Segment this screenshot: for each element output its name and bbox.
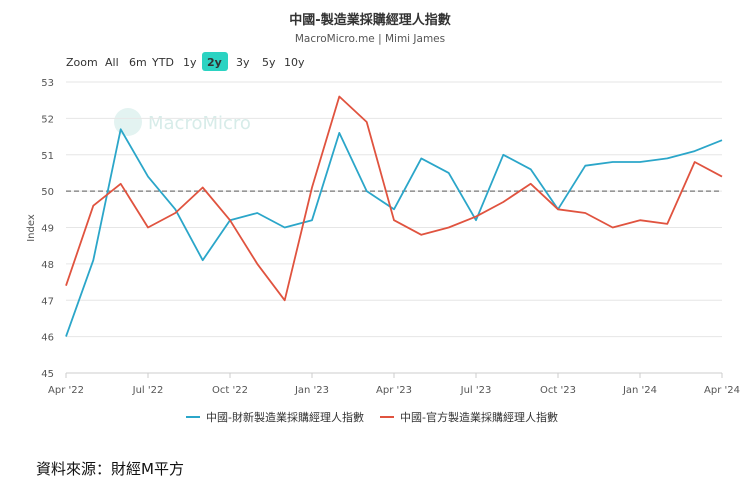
zoom-button-ytd[interactable]: YTD [151,56,174,69]
series-line-2 [65,95,723,302]
legend: 中國-財新製造業採購經理人指數 中國-官方製造業採購經理人指數 [186,410,558,424]
source-note: 資料來源：財經M平方 [36,460,184,478]
y-tick-label: 45 [41,369,54,380]
y-tick-label: 50 [41,187,54,198]
chart-title: 中國-製造業採購經理人指數 [289,12,450,28]
legend-item-1[interactable]: 中國-財新製造業採購經理人指數 [206,410,364,424]
zoom-button-5y[interactable]: 5y [262,56,276,69]
series-lines [65,95,723,337]
y-tick-label: 49 [41,224,54,235]
zoom-label: Zoom [66,56,98,69]
zoom-button-3y[interactable]: 3y [236,56,250,69]
y-tick-label: 48 [41,260,54,271]
y-tick-label: 51 [41,151,54,162]
legend-item-2[interactable]: 中國-官方製造業採購經理人指數 [400,410,558,424]
x-tick-label: Jan '24 [622,385,657,396]
chart-subtitle: MacroMicro.me | Mimi James [295,33,445,45]
watermark-logo-icon [114,108,142,136]
x-tick-label: Jul '22 [132,385,164,396]
y-tick-label: 53 [41,78,54,89]
zoom-button-all[interactable]: All [105,56,119,69]
y-tick-label: 52 [41,114,54,125]
zoom-button-6m[interactable]: 6m [129,56,147,69]
watermark-text: MacroMicro [148,113,251,134]
zoom-selected-bg [202,52,228,71]
x-tick-label: Jul '23 [460,385,492,396]
series-line-1 [65,128,723,337]
x-tick-label: Oct '23 [540,385,576,396]
x-tick-label: Jan '23 [294,385,329,396]
x-tick-label: Apr '23 [376,385,412,396]
zoom-button-10y[interactable]: 10y [284,56,305,69]
zoom-button-2y[interactable]: 2y [207,56,222,69]
y-axis-ticks: 45 46 47 48 49 50 51 52 53 [41,78,54,380]
x-axis-ticks: Apr '22 Jul '22 Oct '22 Jan '23 Apr '23 Jul '… [48,372,740,396]
x-tick-label: Oct '22 [212,385,248,396]
zoom-button-1y[interactable]: 1y [183,56,197,69]
x-tick-label: Apr '24 [704,385,740,396]
y-tick-label: 46 [41,333,54,344]
watermark: MacroMicro [114,108,251,136]
y-tick-label: 47 [41,296,54,307]
x-tick-label: Apr '22 [48,385,84,396]
y-axis-title: Index [26,214,37,242]
chart: 中國-製造業採購經理人指數 MacroMicro.me | Mimi James… [26,12,740,424]
zoom-bar: Zoom All 6m YTD 1y 2y 3y 5y 10y [66,52,305,71]
